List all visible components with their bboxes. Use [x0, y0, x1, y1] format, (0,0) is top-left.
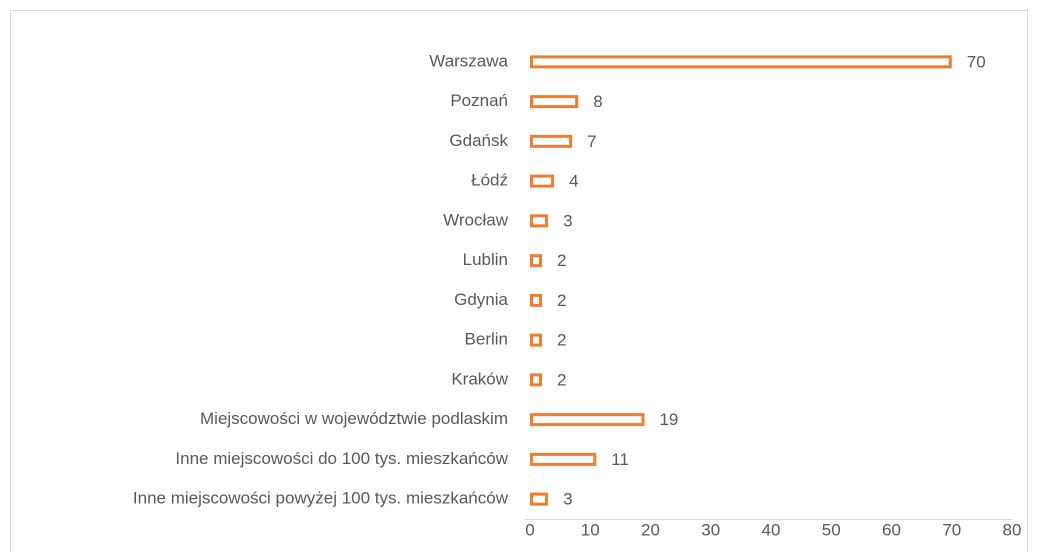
bar	[530, 373, 543, 387]
y-tick-label: Kraków	[451, 369, 508, 388]
data-label: 4	[569, 172, 578, 191]
bar	[530, 333, 543, 347]
y-tick-label: Wrocław	[443, 210, 509, 229]
x-tick-label: 0	[525, 520, 534, 539]
chart-frame	[10, 10, 1028, 552]
y-tick-label: Gdańsk	[449, 131, 508, 150]
data-label: 2	[557, 331, 566, 350]
data-label: 2	[557, 251, 566, 270]
bar	[530, 413, 645, 427]
x-tick-label: 60	[882, 520, 901, 539]
y-tick-label: Warszawa	[429, 51, 508, 70]
y-tick-label: Berlin	[465, 330, 508, 349]
data-label: 7	[587, 132, 596, 151]
data-label: 11	[611, 450, 629, 469]
y-tick-label: Inne miejscowości powyżej 100 tys. miesz…	[133, 489, 509, 508]
bar	[530, 174, 555, 188]
x-tick-label: 40	[762, 520, 781, 539]
y-tick-label: Gdynia	[454, 290, 508, 309]
x-tick-label: 20	[641, 520, 660, 539]
x-tick-label: 30	[701, 520, 720, 539]
data-label: 3	[563, 211, 572, 230]
bar	[530, 492, 549, 506]
bar	[530, 95, 579, 109]
data-label: 8	[593, 92, 602, 111]
bar	[530, 452, 597, 466]
data-label: 3	[563, 490, 572, 509]
data-label: 70	[967, 52, 986, 71]
x-tick-label: 80	[1003, 520, 1022, 539]
x-tick-label: 50	[822, 520, 841, 539]
bar	[530, 55, 952, 69]
bar	[530, 254, 543, 268]
y-tick-label: Łódź	[471, 171, 508, 190]
y-tick-label: Inne miejscowości do 100 tys. mieszkańcó…	[175, 449, 508, 468]
bar	[530, 293, 543, 307]
x-tick-label: 10	[581, 520, 600, 539]
data-label: 2	[557, 370, 566, 389]
data-label: 19	[659, 410, 678, 429]
bar	[530, 134, 573, 148]
x-tick-label: 70	[942, 520, 961, 539]
y-tick-label: Poznań	[450, 91, 508, 110]
data-label: 2	[557, 291, 566, 310]
y-tick-label: Lublin	[463, 250, 508, 269]
bar	[530, 214, 549, 228]
y-tick-label: Miejscowości w województwie podlaskim	[200, 409, 508, 428]
